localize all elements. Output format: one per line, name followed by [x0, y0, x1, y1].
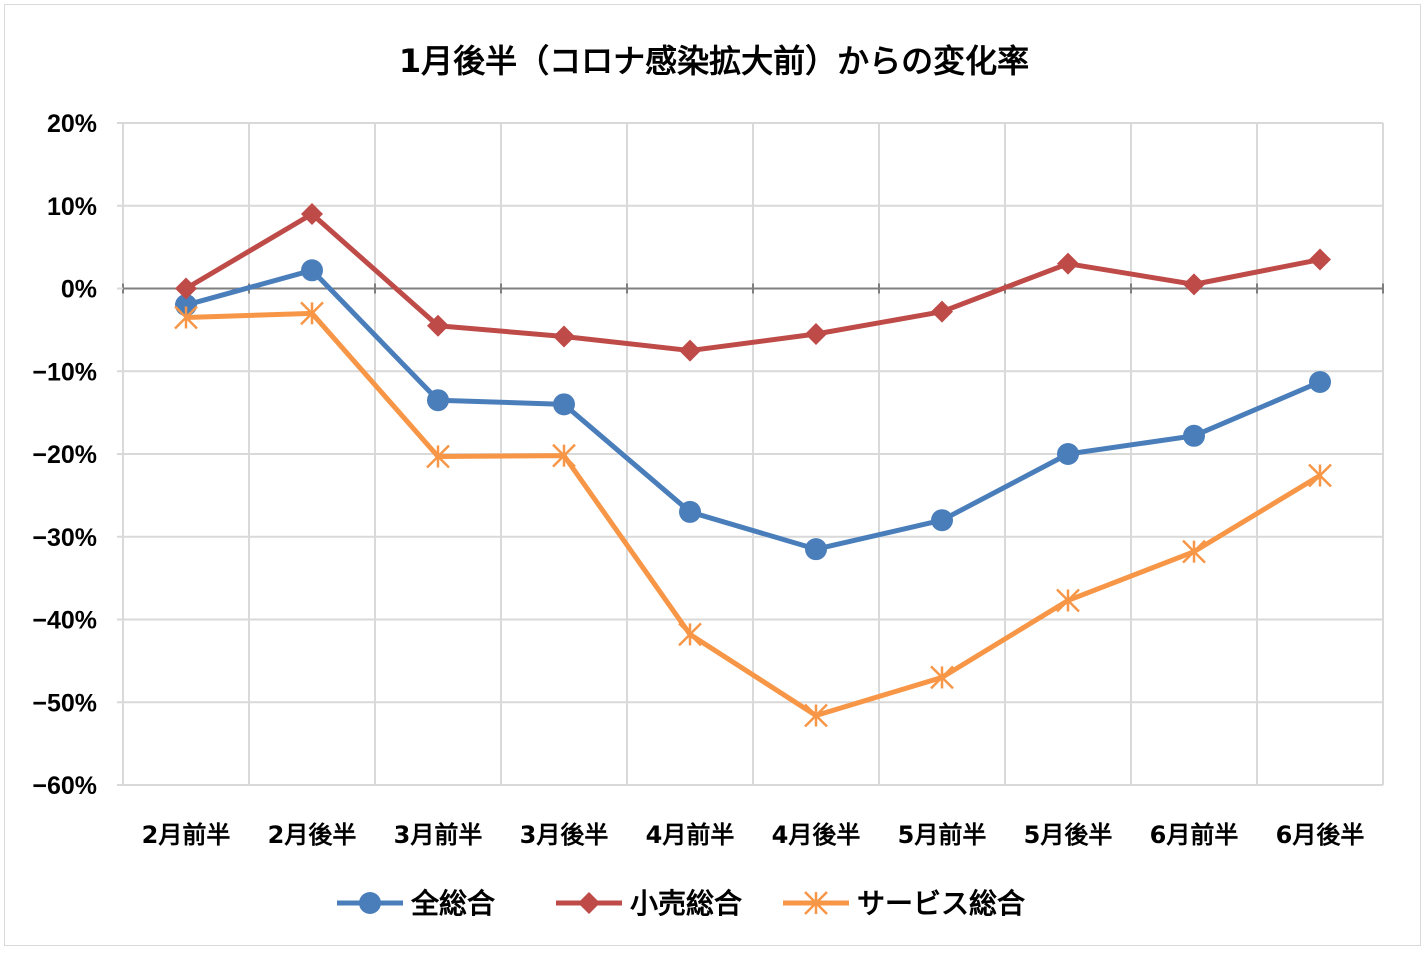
line-chart: 1月後半（コロナ感染拡大前）からの変化率 20% 10% 0% −10% −20% −30… — [32, 42, 1384, 920]
data-point-circle — [805, 538, 827, 561]
data-point-diamond — [578, 892, 600, 914]
data-point-diamond — [1309, 248, 1331, 271]
data-point-asterisk — [804, 703, 828, 728]
grid-lines — [117, 122, 1384, 786]
x-category-label: 2月後半 — [268, 821, 357, 849]
data-point-asterisk — [1182, 539, 1206, 564]
data-point-circle — [1309, 371, 1331, 394]
y-tick-label: 20% — [47, 110, 97, 138]
data-point-circle — [553, 393, 575, 416]
y-axis-tick-labels: 20% 10% 0% −10% −20% −30% −40% −50% −60% — [32, 110, 97, 800]
x-category-label: 5月前半 — [898, 821, 987, 849]
series-line — [185, 267, 1321, 552]
data-point-asterisk — [552, 443, 576, 468]
data-point-circle — [1183, 424, 1205, 447]
legend: 全総合 小売総合 サービス総合 — [337, 887, 1026, 920]
x-category-label: 5月後半 — [1024, 821, 1113, 849]
legend-item: サービス総合 — [783, 887, 1026, 920]
data-point-asterisk — [930, 665, 954, 690]
data-point-diamond — [679, 339, 701, 362]
series-line — [185, 310, 1322, 718]
data-point-asterisk — [426, 444, 450, 469]
data-point-diamond — [1183, 273, 1205, 296]
data-point-diamond — [175, 277, 197, 300]
data-point-circle — [931, 509, 953, 532]
y-tick-label: 10% — [47, 193, 97, 221]
data-point-circle — [1057, 443, 1079, 465]
data-point-diamond — [931, 300, 953, 323]
data-point-circle — [359, 892, 381, 914]
data-point-diamond — [1057, 252, 1079, 275]
x-category-label: 6月後半 — [1276, 821, 1365, 849]
legend-item: 小売総合 — [556, 887, 743, 920]
y-tick-label: −30% — [32, 524, 97, 552]
data-point-asterisk — [804, 891, 828, 915]
x-category-label: 4月後半 — [772, 821, 861, 849]
data-point-diamond — [805, 323, 827, 346]
x-category-label: 3月後半 — [520, 821, 609, 849]
legend-label: サービス総合 — [857, 887, 1026, 920]
x-axis-category-labels: 2月前半 2月後半 3月前半 3月後半 4月前半 4月後半 5月前半 5月後半 6月前半 6月後半 — [142, 821, 1365, 849]
x-category-label: 6月前半 — [1150, 821, 1239, 849]
y-tick-label: −40% — [32, 607, 97, 635]
data-point-circle — [301, 259, 323, 282]
y-tick-label: −20% — [32, 441, 97, 469]
legend-item: 全総合 — [337, 887, 496, 920]
series-layer — [174, 203, 1332, 728]
data-point-circle — [679, 500, 701, 523]
data-point-diamond — [427, 314, 449, 337]
series-circle — [175, 259, 1331, 561]
x-category-label: 2月前半 — [142, 821, 231, 849]
chart-frame: 1月後半（コロナ感染拡大前）からの変化率 20% 10% 0% −10% −20% −30… — [4, 4, 1421, 946]
data-point-asterisk — [174, 305, 198, 330]
legend-label: 全総合 — [410, 887, 496, 920]
x-category-label: 4月前半 — [646, 821, 735, 849]
series-line — [184, 211, 1321, 354]
data-point-asterisk — [1308, 463, 1332, 488]
y-tick-label: −50% — [32, 689, 97, 717]
y-tick-label: −10% — [32, 358, 97, 386]
data-point-diamond — [301, 203, 323, 226]
y-tick-label: 0% — [61, 276, 97, 304]
y-tick-label: −60% — [32, 772, 97, 800]
data-point-circle — [427, 389, 449, 412]
data-point-asterisk — [300, 301, 324, 326]
chart-title: 1月後半（コロナ感染拡大前）からの変化率 — [399, 42, 1029, 80]
series-diamond — [175, 203, 1331, 362]
data-point-asterisk — [1056, 588, 1080, 613]
data-point-diamond — [553, 325, 575, 348]
series-asterisk — [174, 301, 1332, 728]
x-category-label: 3月前半 — [394, 821, 483, 849]
legend-label: 小売総合 — [630, 887, 743, 920]
data-point-asterisk — [678, 622, 702, 647]
